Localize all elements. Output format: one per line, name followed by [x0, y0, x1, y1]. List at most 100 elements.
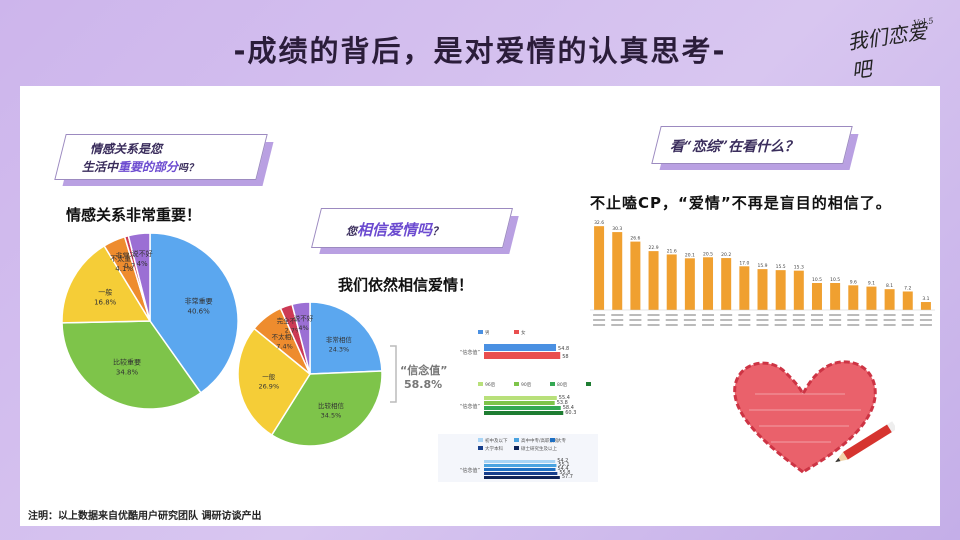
subhead-watch: 不止嗑CP，“爱情”不再是盲目的相信了。 — [590, 194, 892, 212]
bar — [757, 269, 768, 310]
hbar-value: 57.7 — [562, 474, 573, 480]
bar-value: 9.6 — [850, 279, 857, 285]
belief-gender-chart: 男 女 54.8 58 “信念值” — [460, 329, 569, 360]
hbar-category: “信念值” — [460, 467, 481, 474]
legend-swatch — [550, 438, 555, 442]
pie-label: 一般 — [98, 287, 112, 296]
bar-caption-placeholder — [738, 324, 751, 326]
slide-title: -成绩的背后，是对爱情的认真思考- — [233, 34, 727, 68]
bar-caption-placeholder — [702, 314, 715, 316]
hbar-value: 60.3 — [565, 410, 576, 416]
bar-caption-placeholder — [629, 314, 642, 316]
pie-value: 2.7% — [285, 327, 302, 335]
hbar-value: 58.4 — [563, 405, 574, 411]
bar — [884, 289, 895, 310]
pie-chart-importance: 非常重要40.6%比较重要34.8%一般16.8%不太重要4.1%非常不重要0.… — [61, 232, 239, 410]
pie-label: 不太相信 — [272, 332, 299, 341]
pie-value: 40.6% — [188, 308, 211, 316]
pie-value: 34.8% — [116, 369, 139, 377]
hbar-value: 54.2 — [557, 458, 568, 464]
hbar-value: 55.1 — [558, 462, 569, 468]
hbar-category: “信念值” — [460, 403, 481, 410]
hbar-value: 54.4 — [557, 466, 568, 472]
bar-caption-placeholder — [847, 319, 860, 321]
subhead-believe: 我们依然相信爱情！ — [338, 276, 474, 294]
bar — [739, 266, 750, 310]
hbar — [484, 472, 558, 475]
logo-text: 我们恋爱吧 — [845, 19, 929, 83]
pie-slice — [309, 301, 383, 375]
bar-caption-placeholder — [810, 324, 823, 326]
bar-caption-placeholder — [756, 319, 769, 321]
bar-caption-placeholder — [847, 324, 860, 326]
heart-illustration — [733, 360, 895, 474]
bar-caption-placeholder — [829, 319, 842, 321]
pie-value: 24.3% — [329, 345, 350, 353]
belief-label: “信念值” 58.8% — [400, 364, 448, 391]
bar-caption-placeholder — [847, 314, 860, 316]
pie-slice — [237, 327, 311, 437]
bar-caption-placeholder — [756, 314, 769, 316]
bar-caption-placeholder — [901, 314, 914, 316]
bar-caption-placeholder — [629, 324, 642, 326]
bar-caption-placeholder — [792, 324, 805, 326]
bar-value: 17.0 — [739, 260, 749, 266]
pie-label: 非常重要 — [185, 297, 213, 306]
bar-caption-placeholder — [683, 324, 696, 326]
bar — [630, 241, 641, 310]
pie-value: 0.7% — [124, 262, 142, 270]
bar — [830, 283, 841, 310]
pie-label: 非常相信 — [326, 335, 353, 344]
bar-caption-placeholder — [647, 314, 660, 316]
bar-caption-placeholder — [901, 319, 914, 321]
question-card-believe: 您相信爱情吗？ — [311, 208, 519, 256]
legend-label: 初中及以下 — [485, 437, 508, 444]
bar-caption-placeholder — [865, 324, 878, 326]
bar-value: 32.6 — [594, 220, 604, 226]
bar-caption-placeholder — [756, 324, 769, 326]
legend-label: 90后 — [521, 381, 532, 388]
bar-caption-placeholder — [774, 319, 787, 321]
hbar-value: 58 — [562, 354, 568, 360]
bar-caption-placeholder — [665, 314, 678, 316]
bar-value: 15.3 — [794, 265, 804, 271]
pie-label: 说不好 — [294, 314, 314, 323]
bar — [703, 257, 714, 310]
bar-caption-placeholder — [611, 314, 624, 316]
footnote: 注明：以上数据来自优酷用户研究团队 调研访谈产出 — [28, 511, 262, 522]
hbar-value: 55.8 — [559, 470, 570, 476]
hbar-value: 54.8 — [558, 346, 569, 352]
bar-caption-placeholder — [683, 314, 696, 316]
legend-label: 96后 — [485, 381, 496, 388]
legend-label: 硕士研究生及以上 — [521, 445, 557, 452]
logo-sup: Vol.5 — [912, 16, 935, 28]
hbar — [484, 401, 555, 405]
pie-slice — [149, 232, 239, 394]
hbar — [484, 344, 557, 351]
legend-label: 女 — [521, 329, 526, 336]
bar-caption-placeholder — [774, 314, 787, 316]
bar-value: 8.1 — [886, 283, 893, 289]
bar-caption-placeholder — [829, 314, 842, 316]
legend-swatch — [478, 382, 483, 386]
bar — [775, 270, 786, 310]
bar — [666, 254, 677, 310]
bar-caption-placeholder — [720, 324, 733, 326]
bar-caption-placeholder — [810, 319, 823, 321]
bar-value: 26.6 — [630, 236, 640, 242]
bar-value: 10.5 — [830, 277, 840, 283]
bar-caption-placeholder — [629, 319, 642, 321]
bar — [811, 283, 822, 310]
card-line-2: 生活中重要的部分吗？ — [82, 160, 199, 174]
hbar — [484, 352, 561, 359]
card-believe-text: 您相信爱情吗？ — [346, 221, 444, 239]
bar-caption-placeholder — [738, 319, 751, 321]
bar-value: 15.9 — [757, 263, 767, 269]
bar-caption-placeholder — [792, 319, 805, 321]
pie-label: 比较相信 — [318, 401, 345, 410]
bar-chart-watch: 32.6 30.3 26.6 22.9 21.6 20.1 20.5 20.2 17.0 15.9… — [590, 220, 935, 326]
bar-caption-placeholder — [647, 319, 660, 321]
legend-swatch — [514, 438, 519, 442]
bar-caption-placeholder — [683, 319, 696, 321]
